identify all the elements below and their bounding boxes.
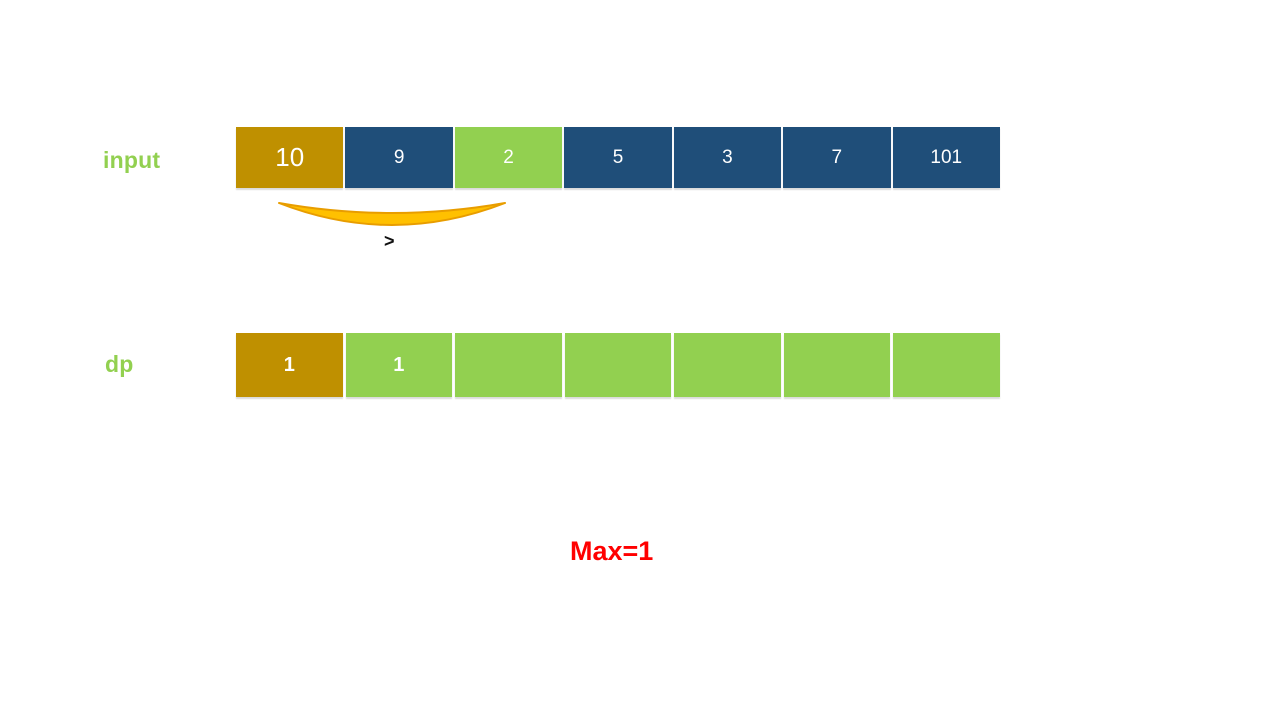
dp-cell-5: [783, 333, 891, 397]
input-row-label: input: [103, 147, 161, 173]
dp-row-label: dp: [105, 351, 134, 377]
dp-cell-3: [564, 333, 672, 397]
input-cell-3: 5: [564, 127, 672, 188]
input-cell-5: 7: [783, 127, 891, 188]
greater-than-symbol: >: [384, 231, 395, 251]
input-cell-2: 2: [454, 127, 563, 188]
dp-cell-2: [455, 333, 562, 397]
input-cell-1: 9: [345, 127, 453, 188]
dp-cell-0: 1: [236, 333, 343, 397]
comparison-arc-shape: [278, 202, 506, 226]
input-cell-0: 10: [236, 127, 344, 188]
input-cell-6: 101: [892, 127, 1000, 188]
dp-cell-1: 1: [345, 333, 453, 397]
dp-cell-4: [674, 333, 781, 397]
dp-array-row: 1 1: [236, 333, 1001, 397]
max-value-label: Max=1: [570, 536, 654, 566]
comparison-arc: [276, 197, 508, 231]
input-array-row: 10 9 2 5 3 7 101: [236, 127, 1000, 188]
input-cell-4: 3: [673, 127, 782, 188]
dp-cell-6: [893, 333, 1001, 397]
